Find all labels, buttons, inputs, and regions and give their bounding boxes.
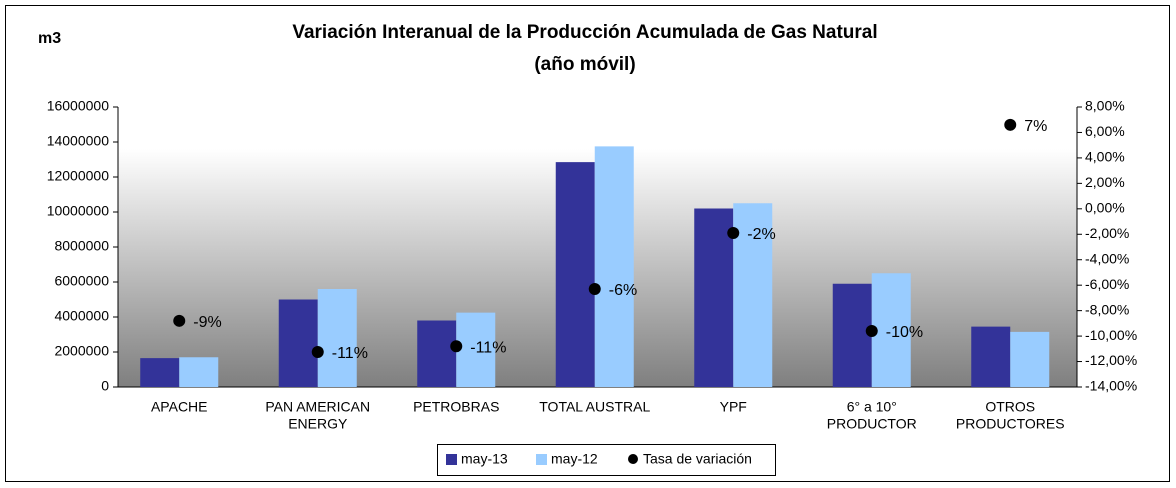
y2-tick-label: -12,00% (1085, 352, 1137, 368)
legend-label: may-13 (461, 451, 508, 467)
y2-tick-label: -2,00% (1085, 225, 1129, 241)
y2-tick-label: 2,00% (1085, 174, 1125, 190)
y2-tick-label: 8,00% (1085, 98, 1125, 114)
y-tick-label: 0 (101, 378, 109, 394)
y-tick-label: 4000000 (54, 308, 109, 324)
rate-dot (311, 346, 324, 358)
data-label: -11% (470, 339, 506, 356)
rate-dot (865, 325, 878, 337)
legend-label: Tasa de variación (643, 451, 752, 467)
y-tick-label: 16000000 (47, 98, 110, 114)
bar (456, 312, 496, 387)
rate-dot (450, 340, 463, 353)
x-tick-label: PAN AMERICAN (265, 399, 370, 415)
y-tick-label: 6000000 (54, 273, 109, 289)
x-tick-label: PETROBRAS (413, 399, 499, 415)
x-tick-label: APACHE (151, 399, 208, 415)
y-tick-label: 8000000 (54, 238, 109, 254)
data-label: -11% (332, 345, 368, 362)
legend-swatch (628, 454, 638, 464)
rate-dot (727, 227, 740, 239)
x-tick-label: 6° a 10° (847, 399, 897, 415)
bar (417, 320, 457, 387)
bar (1010, 331, 1050, 387)
data-label: -6% (609, 282, 637, 299)
x-tick-label: PRODUCTORES (956, 416, 1065, 432)
y2-tick-label: -4,00% (1085, 250, 1129, 266)
y2-tick-label: -14,00% (1085, 378, 1137, 394)
bar (594, 146, 634, 387)
data-label: -2% (747, 226, 775, 243)
y-tick-label: 10000000 (47, 203, 110, 219)
bar (733, 203, 773, 387)
chart-title: Variación Interanual de la Producción Ac… (292, 22, 877, 43)
bar (555, 162, 595, 387)
x-tick-label: PRODUCTOR (827, 416, 917, 432)
y2-tick-label: 6,00% (1085, 123, 1125, 139)
y-tick-label: 2000000 (54, 343, 109, 359)
y2-tick-label: -8,00% (1085, 301, 1129, 317)
rate-dot (1004, 118, 1017, 131)
x-tick-label: TOTAL AUSTRAL (539, 399, 650, 415)
bar (140, 358, 180, 387)
rate-dot (588, 283, 601, 295)
data-label: -9% (193, 314, 221, 331)
bar (278, 299, 318, 387)
rate-dot (173, 314, 186, 327)
x-tick-label: YPF (720, 399, 747, 415)
y-tick-label: 14000000 (47, 133, 110, 149)
y-tick-label: 12000000 (47, 168, 110, 184)
y2-tick-label: -6,00% (1085, 276, 1129, 292)
y2-tick-label: 0,00% (1085, 200, 1125, 216)
legend-swatch (446, 454, 457, 465)
bar (971, 326, 1011, 387)
bar (694, 208, 734, 387)
legend-label: may-12 (551, 451, 598, 467)
y2-tick-label: -10,00% (1085, 327, 1137, 343)
data-label: 7% (1024, 118, 1047, 135)
x-tick-label: ENERGY (288, 416, 348, 432)
legend-swatch (536, 454, 547, 465)
y-axis-label: m3 (38, 30, 61, 47)
bar (317, 289, 357, 387)
chart-title: (año móvil) (534, 54, 635, 75)
bar (179, 357, 219, 387)
legend (437, 444, 776, 476)
bar (871, 273, 911, 387)
x-tick-label: OTROS (985, 399, 1035, 415)
data-label: -10% (886, 324, 923, 341)
y2-tick-label: 4,00% (1085, 149, 1125, 165)
bar (832, 283, 872, 387)
